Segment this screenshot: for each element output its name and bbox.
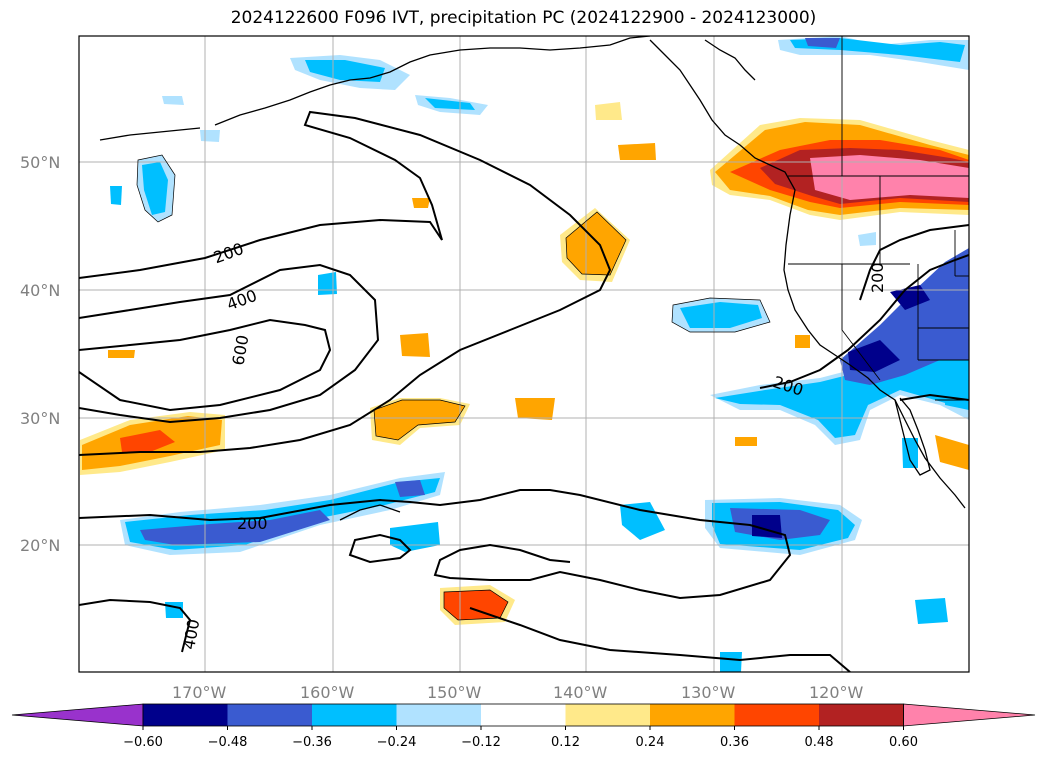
latitude-labels: 50°N 40°N 30°N 20°N — [20, 153, 60, 555]
ivt-contour-400 — [79, 598, 192, 653]
colorbar-extend-high — [903, 703, 1036, 727]
precip-region — [935, 435, 969, 470]
ivt-contour-400 — [79, 263, 380, 424]
precip-region — [162, 96, 184, 105]
precip-negative-regions — [110, 36, 969, 672]
precip-region — [165, 602, 183, 618]
longitude-labels: 170°W 160°W 150°W 140°W 130°W 120°W — [172, 683, 864, 702]
colorbar-tick-label: 0.36 — [720, 735, 749, 750]
colorbar-tick-label: −0.36 — [292, 735, 332, 750]
colorbar-tick-label: −0.60 — [123, 735, 163, 750]
colorbar-segment — [312, 704, 397, 726]
precip-region — [395, 480, 425, 497]
map-title: 2024122600 F096 IVT, precipitation PC (2… — [230, 8, 817, 28]
precip-region — [848, 340, 900, 372]
precip-region — [902, 438, 918, 468]
ivt-contour-200 — [759, 254, 969, 389]
colorbar-segment — [143, 704, 228, 726]
precip-region — [795, 335, 810, 348]
ivt-contour-200 — [469, 607, 851, 672]
colorbar-tick-label: 0.60 — [889, 735, 918, 750]
precip-region — [566, 212, 626, 275]
colorbar-tick-label: −0.48 — [208, 735, 248, 750]
map-area: 200 400 600 200 200 200 400 — [79, 36, 969, 672]
precip-region — [515, 398, 555, 420]
colorbar-tick-label: −0.24 — [377, 735, 417, 750]
precip-region — [810, 155, 969, 200]
precip-region — [108, 350, 135, 358]
colorbar-segment — [481, 704, 566, 726]
colorbar-segment — [565, 704, 651, 726]
ivt-contour-200 — [348, 533, 412, 564]
contour-label: 200 — [868, 262, 887, 293]
precip-region — [425, 98, 475, 110]
colorbar-segment — [734, 704, 820, 726]
precip-region — [858, 232, 876, 246]
precip-region — [142, 162, 168, 215]
ivt-contours — [79, 110, 969, 672]
contour-labels: 200 400 600 200 200 200 400 — [179, 239, 887, 651]
ivt-contour-200 — [79, 489, 792, 600]
colorbar-segment — [819, 704, 904, 726]
colorbar-segment — [227, 704, 313, 726]
lat-label: 50°N — [20, 153, 60, 172]
precip-region — [595, 102, 622, 120]
precip-region — [318, 272, 337, 295]
lon-label: 150°W — [427, 683, 482, 702]
precip-region — [915, 598, 948, 624]
lat-label: 20°N — [20, 536, 60, 555]
ivt-contour-200 — [79, 110, 612, 456]
precip-region — [374, 400, 465, 440]
precip-region — [720, 652, 742, 672]
ivt-contour-600 — [79, 318, 332, 412]
precip-region — [890, 285, 930, 310]
precip-region — [618, 143, 656, 160]
contour-label: 200 — [237, 514, 268, 533]
precip-region — [412, 198, 430, 208]
lon-label: 140°W — [553, 683, 608, 702]
precip-region — [305, 60, 385, 82]
precip-region — [715, 262, 969, 438]
lon-label: 160°W — [300, 683, 355, 702]
precip-region — [945, 372, 969, 410]
precip-region — [735, 437, 757, 446]
precip-region — [140, 510, 330, 545]
lon-label: 170°W — [172, 683, 227, 702]
lon-label: 120°W — [809, 683, 864, 702]
coastlines — [99, 36, 966, 521]
colorbar-tick-label: 0.48 — [805, 735, 834, 750]
colorbar-segment — [396, 704, 482, 726]
lat-label: 40°N — [20, 281, 60, 300]
colorbar-extend-low — [11, 703, 144, 727]
precip-region — [680, 302, 762, 328]
colorbar-segment — [650, 704, 735, 726]
precip-region — [400, 333, 430, 357]
colorbar-tick-label: 0.12 — [551, 735, 580, 750]
lon-label: 130°W — [681, 683, 736, 702]
precip-region — [110, 186, 122, 205]
ivt-contour-200 — [859, 224, 969, 301]
colorbar: −0.60 −0.48 −0.36 −0.24 −0.12 0.12 0.24 0.36 0.4… — [11, 703, 1036, 750]
colorbar-tick-label: 0.24 — [636, 735, 665, 750]
precip-region — [120, 430, 175, 452]
precip-region — [805, 38, 840, 48]
ivt-contour-200 — [899, 393, 969, 401]
colorbar-tick-label: −0.12 — [461, 735, 501, 750]
precip-region — [200, 130, 220, 142]
lat-label: 30°N — [20, 409, 60, 428]
